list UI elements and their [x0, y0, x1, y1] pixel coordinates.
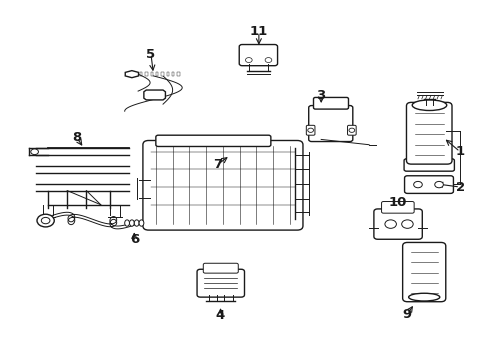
FancyBboxPatch shape — [239, 45, 277, 66]
Bar — [140, 72, 142, 76]
Bar — [172, 72, 174, 76]
Circle shape — [41, 217, 50, 224]
Ellipse shape — [134, 220, 139, 226]
FancyBboxPatch shape — [197, 269, 244, 297]
Bar — [150, 72, 153, 76]
FancyBboxPatch shape — [347, 125, 355, 135]
Circle shape — [31, 149, 39, 154]
Text: 11: 11 — [249, 25, 267, 38]
Ellipse shape — [408, 293, 439, 301]
FancyBboxPatch shape — [308, 105, 352, 141]
FancyBboxPatch shape — [156, 135, 270, 147]
Text: 10: 10 — [388, 197, 406, 210]
FancyBboxPatch shape — [406, 102, 451, 164]
FancyBboxPatch shape — [203, 263, 238, 273]
Bar — [177, 72, 180, 76]
Circle shape — [434, 181, 443, 188]
Circle shape — [245, 58, 252, 63]
Text: 9: 9 — [402, 307, 411, 320]
Circle shape — [401, 220, 412, 228]
Polygon shape — [125, 71, 138, 78]
Text: 2: 2 — [455, 181, 464, 194]
Ellipse shape — [139, 220, 143, 226]
FancyBboxPatch shape — [373, 209, 422, 239]
FancyBboxPatch shape — [142, 140, 303, 230]
FancyBboxPatch shape — [402, 242, 445, 302]
Text: 8: 8 — [72, 131, 81, 144]
Circle shape — [264, 58, 271, 63]
Text: 1: 1 — [455, 145, 464, 158]
FancyBboxPatch shape — [403, 159, 453, 171]
Circle shape — [384, 220, 396, 228]
Ellipse shape — [124, 220, 129, 226]
FancyBboxPatch shape — [404, 176, 452, 193]
Circle shape — [37, 214, 54, 227]
Ellipse shape — [129, 220, 134, 226]
Polygon shape — [143, 90, 165, 100]
Ellipse shape — [411, 100, 446, 111]
Text: 4: 4 — [216, 309, 224, 322]
Text: 3: 3 — [316, 89, 325, 102]
Text: 7: 7 — [213, 158, 222, 171]
Bar — [145, 72, 147, 76]
Bar — [166, 72, 169, 76]
Circle shape — [348, 128, 354, 132]
Bar — [161, 72, 163, 76]
Circle shape — [413, 181, 422, 188]
Text: 6: 6 — [129, 234, 139, 247]
FancyBboxPatch shape — [305, 125, 314, 135]
FancyBboxPatch shape — [313, 98, 348, 109]
Text: 5: 5 — [146, 48, 155, 61]
Circle shape — [307, 128, 313, 132]
Bar — [156, 72, 158, 76]
FancyBboxPatch shape — [381, 202, 413, 213]
